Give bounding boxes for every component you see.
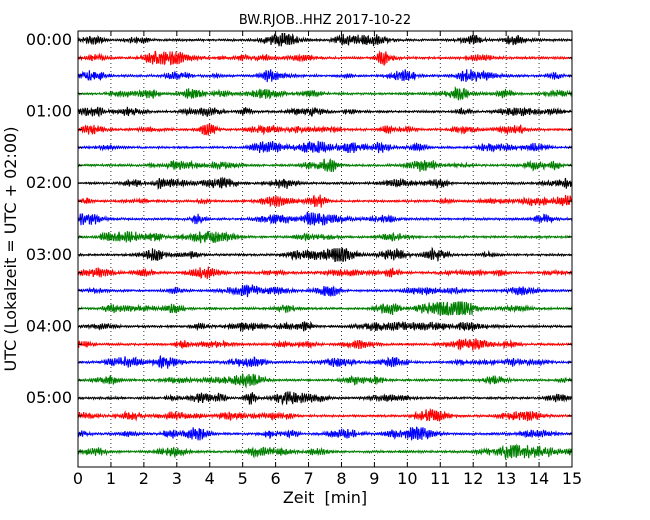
seismogram-trace (77, 85, 573, 101)
x-tick-label: 0 (73, 469, 83, 488)
x-tick-label: 5 (238, 469, 248, 488)
x-tick-label: 3 (172, 469, 182, 488)
seismogram-trace (77, 211, 573, 226)
seismogram-trace (77, 443, 573, 461)
x-tick-label: 11 (430, 469, 450, 488)
seismogram-trace (77, 50, 573, 67)
x-axis-label: Zeit [min] (283, 488, 367, 507)
seismogram-trace (77, 106, 573, 118)
seismogram-trace (77, 266, 573, 280)
seismogram-trace (77, 69, 573, 83)
y-tick-label: 02:00 (26, 173, 72, 192)
seismogram-trace (77, 373, 573, 389)
chart-title: BW.RJOB..HHZ 2017-10-22 (239, 13, 411, 28)
seismogram-trace (77, 32, 573, 47)
seismogram-trace (77, 123, 573, 136)
seismogram-trace (77, 157, 573, 173)
vertical-grid (110, 31, 540, 467)
y-tick-label: 05:00 (26, 388, 72, 407)
x-tick-label: 4 (205, 469, 215, 488)
y-tick-label: 04:00 (26, 316, 72, 335)
x-tick-label: 6 (271, 469, 281, 488)
seismogram-trace (77, 338, 573, 352)
seismogram-trace (77, 194, 573, 208)
seismogram-trace (77, 320, 573, 332)
x-tick-label: 9 (369, 469, 379, 488)
y-tick-label: 00:00 (26, 30, 72, 49)
x-axis-ticks: 0 1 2 3 4 5 6 7 8 9 10 11 12 13 14 15 (73, 31, 582, 488)
seismogram-trace (77, 391, 573, 406)
seismogram-trace (77, 426, 573, 441)
seismogram-traces (77, 32, 573, 461)
seismogram-trace (77, 283, 573, 298)
x-tick-label: 12 (463, 469, 483, 488)
x-tick-label: 8 (336, 469, 346, 488)
seismogram-trace (77, 301, 573, 316)
x-tick-label: 2 (139, 469, 149, 488)
seismogram-trace (77, 176, 573, 190)
x-tick-label: 1 (106, 469, 116, 488)
x-tick-label: 14 (529, 469, 549, 488)
seismogram-trace (77, 140, 573, 154)
y-axis-ticks: 00:00 01:00 02:00 03:00 04:00 05:00 (26, 30, 572, 453)
y-axis-label: UTC (Lokalzeit = UTC + 02:00) (1, 127, 20, 372)
seismogram-trace (77, 231, 573, 244)
seismogram-trace (77, 246, 573, 262)
x-tick-label: 13 (496, 469, 516, 488)
seismogram-trace (77, 407, 573, 422)
x-tick-label: 15 (562, 469, 582, 488)
y-tick-label: 03:00 (26, 245, 72, 264)
plot-frame (77, 30, 573, 468)
seismogram-trace (77, 354, 573, 369)
y-tick-label: 01:00 (26, 102, 72, 121)
x-tick-label: 10 (397, 469, 417, 488)
x-tick-label: 7 (303, 469, 313, 488)
